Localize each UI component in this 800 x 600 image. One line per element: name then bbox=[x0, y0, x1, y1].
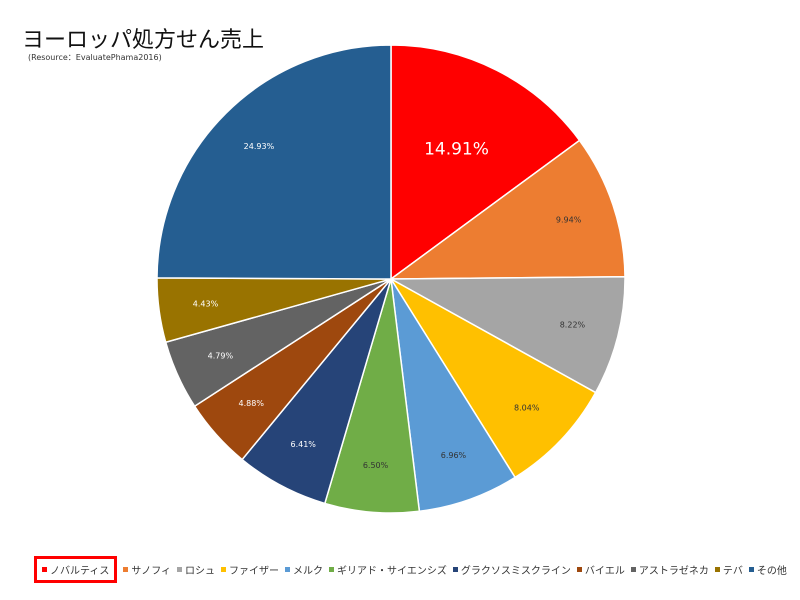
legend-label-7: バイエル bbox=[584, 565, 625, 577]
legend-item-10[interactable]: その他 bbox=[748, 562, 787, 577]
legend-label-5: ギリアド・サイエンシズ bbox=[337, 565, 447, 577]
legend-swatch-6 bbox=[452, 566, 458, 572]
legend-swatch-8 bbox=[630, 566, 636, 572]
pie-slice-0[interactable] bbox=[390, 44, 581, 281]
chart-title: ヨーロッパ処方せん売上 bbox=[22, 28, 265, 53]
legend-item-3[interactable]: ファイザー bbox=[221, 562, 279, 577]
slice-label-5: 6.50% bbox=[363, 461, 389, 470]
legend-swatch-0 bbox=[42, 566, 47, 572]
slice-label-8: 4.79% bbox=[208, 352, 234, 361]
slice-label-1: 9.94% bbox=[556, 215, 582, 224]
legend-label-3: ファイザー bbox=[229, 565, 280, 577]
legend-label-9: テバ bbox=[722, 565, 743, 577]
legend-swatch-3 bbox=[221, 566, 227, 572]
slice-label-6: 6.41% bbox=[290, 440, 316, 449]
legend-label-1: サノフィ bbox=[131, 565, 172, 577]
legend-item-0[interactable]: ノバルティス bbox=[33, 555, 118, 583]
slice-label-9: 4.43% bbox=[193, 300, 219, 309]
pie-slice-2[interactable] bbox=[388, 276, 626, 394]
slice-label-0: 14.91% bbox=[424, 140, 489, 160]
legend-item-8[interactable]: アストラゼネカ bbox=[630, 562, 709, 577]
legend-swatch-9 bbox=[714, 566, 720, 572]
legend-swatch-5 bbox=[329, 566, 335, 572]
legend-item-1[interactable]: サノフィ bbox=[123, 562, 171, 577]
pie-slice-4[interactable] bbox=[390, 278, 517, 513]
pie-slice-3[interactable] bbox=[390, 278, 597, 479]
slice-label-7: 4.88% bbox=[239, 399, 265, 408]
legend-label-2: ロシュ bbox=[185, 565, 216, 577]
legend-swatch-1 bbox=[123, 566, 129, 572]
legend-item-2[interactable]: ロシュ bbox=[177, 562, 215, 577]
legend-label-0: ノバルティス bbox=[50, 565, 110, 577]
legend-swatch-7 bbox=[576, 566, 582, 572]
pie-slice-labels: 14.91% 9.94% 8.22% 8.04% 6.96% 6.50% 6.41% 4.88… bbox=[193, 140, 586, 471]
legend-swatch-4 bbox=[285, 566, 291, 572]
pie-slice-10[interactable] bbox=[156, 44, 392, 280]
legend-item-5[interactable]: ギリアド・サイエンシズ bbox=[329, 562, 447, 577]
slice-label-3: 8.04% bbox=[514, 403, 540, 412]
legend: ノバルティス サノフィ ロシュ ファイザー メルク ギリアド・サイエンシズ グラクソスミスク… bbox=[33, 555, 787, 583]
legend-item-7[interactable]: バイエル bbox=[576, 562, 625, 577]
legend-label-4: メルク bbox=[293, 565, 324, 577]
slice-label-2: 8.22% bbox=[560, 321, 586, 330]
legend-label-6: グラクソスミスクライン bbox=[460, 565, 571, 577]
legend-swatch-2 bbox=[177, 566, 183, 572]
pie-slice-1[interactable] bbox=[388, 139, 626, 280]
slice-label-10: 24.93% bbox=[244, 142, 275, 151]
legend-item-9[interactable]: テバ bbox=[714, 562, 743, 577]
legend-label-10: その他 bbox=[756, 565, 787, 577]
legend-item-6[interactable]: グラクソスミスクライン bbox=[452, 562, 571, 577]
pie-slices bbox=[156, 44, 626, 514]
legend-label-8: アストラゼネカ bbox=[638, 565, 709, 577]
legend-item-4[interactable]: メルク bbox=[285, 562, 323, 577]
chart-subtitle: (Resource：EvaluatePhama2016) bbox=[28, 53, 162, 62]
slice-label-4: 6.96% bbox=[441, 451, 467, 460]
legend-swatch-10 bbox=[748, 566, 754, 572]
